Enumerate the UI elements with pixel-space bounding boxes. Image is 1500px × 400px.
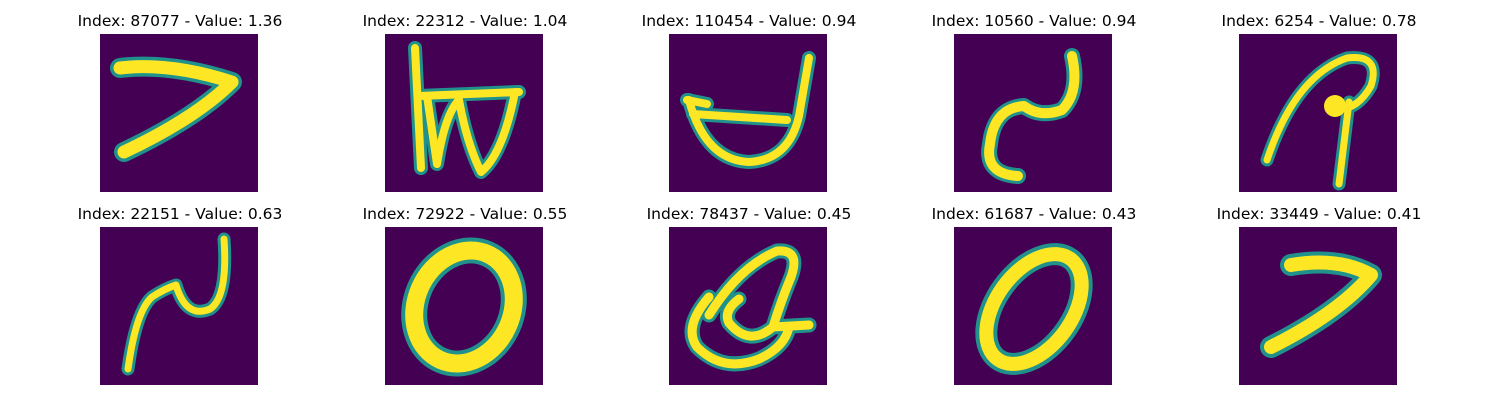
glyph-letter-b-like xyxy=(408,41,526,179)
glyph-bowl xyxy=(680,51,816,169)
panel-title: Index: 72922 - Value: 0.55 xyxy=(362,205,568,223)
digit-image xyxy=(1239,227,1397,385)
glyph-seven xyxy=(110,56,242,162)
glyph-a-like xyxy=(1260,51,1380,191)
panel-title: Index: 22312 - Value: 1.04 xyxy=(362,12,568,30)
glyph-seven xyxy=(1260,251,1382,358)
panel-title: Index: 22151 - Value: 0.63 xyxy=(77,205,283,223)
panel-title: Index: 33449 - Value: 0.41 xyxy=(1216,205,1422,223)
digit-image xyxy=(385,227,543,385)
glyph-loop-a xyxy=(684,243,817,372)
panel-title: Index: 61687 - Value: 0.43 xyxy=(931,205,1137,223)
panel-title: Index: 10560 - Value: 0.94 xyxy=(931,12,1137,30)
panel-title: Index: 87077 - Value: 1.36 xyxy=(77,12,283,30)
glyph-zero xyxy=(401,237,527,377)
panel-title: Index: 110454 - Value: 0.94 xyxy=(641,12,857,30)
digit-image xyxy=(954,34,1112,192)
digit-image xyxy=(385,34,543,192)
digit-image xyxy=(954,227,1112,385)
digit-image xyxy=(669,227,827,385)
glyph-zero xyxy=(975,243,1093,375)
digit-image xyxy=(1239,34,1397,192)
glyph-squiggle-n-small xyxy=(121,232,232,376)
panel-title: Index: 6254 - Value: 0.78 xyxy=(1221,12,1417,30)
digit-image xyxy=(100,227,258,385)
digit-image xyxy=(100,34,258,192)
digit-image xyxy=(669,34,827,192)
glyph-squiggle-n xyxy=(981,48,1083,184)
panel-title: Index: 78437 - Value: 0.45 xyxy=(646,205,852,223)
